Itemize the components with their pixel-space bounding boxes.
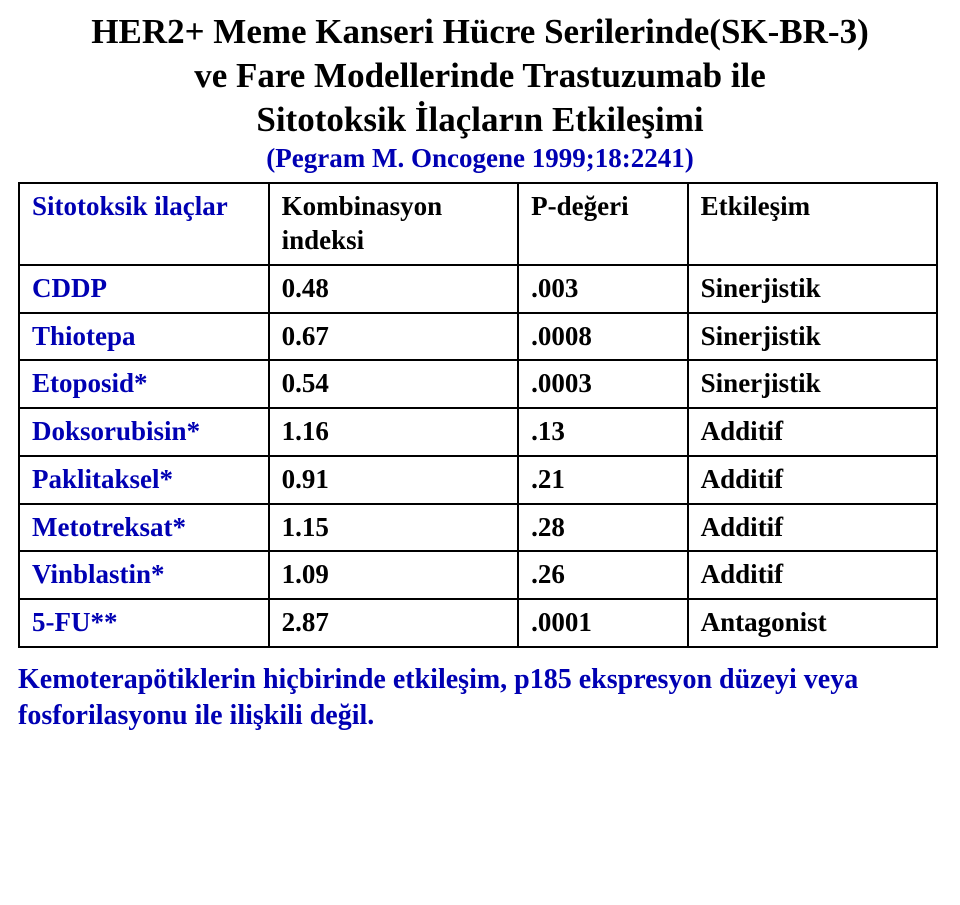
cell-pvalue: .0003 — [518, 360, 688, 408]
title-citation: (Pegram M. Oncogene 1999;18:2241) — [18, 141, 942, 176]
cell-effect: Additif — [688, 551, 937, 599]
cell-ci: 0.67 — [269, 313, 519, 361]
cell-drug: 5-FU** — [19, 599, 269, 647]
cell-ci: 1.15 — [269, 504, 519, 552]
cell-drug: Paklitaksel* — [19, 456, 269, 504]
cell-drug: Doksorubisin* — [19, 408, 269, 456]
cell-pvalue: .28 — [518, 504, 688, 552]
cell-drug: CDDP — [19, 265, 269, 313]
cell-ci: 0.54 — [269, 360, 519, 408]
cell-effect: Additif — [688, 456, 937, 504]
footer-note: Kemoterapötiklerin hiçbirinde etkileşim,… — [18, 662, 942, 735]
table-row: Doksorubisin* 1.16 .13 Additif — [19, 408, 937, 456]
title-line-1: HER2+ Meme Kanseri Hücre Serilerinde(SK-… — [18, 10, 942, 54]
table-row: Metotreksat* 1.15 .28 Additif — [19, 504, 937, 552]
cell-ci: 0.91 — [269, 456, 519, 504]
cell-effect: Sinerjistik — [688, 265, 937, 313]
cell-pvalue: .21 — [518, 456, 688, 504]
cell-effect: Additif — [688, 408, 937, 456]
cell-drug: Thiotepa — [19, 313, 269, 361]
header-pvalue: P-değeri — [518, 183, 688, 265]
cell-effect: Sinerjistik — [688, 313, 937, 361]
cell-pvalue: .26 — [518, 551, 688, 599]
table-row: CDDP 0.48 .003 Sinerjistik — [19, 265, 937, 313]
cell-ci: 0.48 — [269, 265, 519, 313]
cell-pvalue: .003 — [518, 265, 688, 313]
table-row: Etoposid* 0.54 .0003 Sinerjistik — [19, 360, 937, 408]
cell-effect: Sinerjistik — [688, 360, 937, 408]
table-row: Vinblastin* 1.09 .26 Additif — [19, 551, 937, 599]
cell-ci: 1.16 — [269, 408, 519, 456]
title-block: HER2+ Meme Kanseri Hücre Serilerinde(SK-… — [18, 10, 942, 176]
header-effect: Etkileşim — [688, 183, 937, 265]
cell-drug: Etoposid* — [19, 360, 269, 408]
header-drug: Sitotoksik ilaçlar — [19, 183, 269, 265]
cell-effect: Antagonist — [688, 599, 937, 647]
table-row: 5-FU** 2.87 .0001 Antagonist — [19, 599, 937, 647]
header-ci: Kombinasyon indeksi — [269, 183, 519, 265]
table-row: Thiotepa 0.67 .0008 Sinerjistik — [19, 313, 937, 361]
cell-ci: 2.87 — [269, 599, 519, 647]
cell-drug: Vinblastin* — [19, 551, 269, 599]
cell-drug: Metotreksat* — [19, 504, 269, 552]
cell-effect: Additif — [688, 504, 937, 552]
cell-pvalue: .13 — [518, 408, 688, 456]
cell-pvalue: .0001 — [518, 599, 688, 647]
table-header-row: Sitotoksik ilaçlar Kombinasyon indeksi P… — [19, 183, 937, 265]
cell-ci: 1.09 — [269, 551, 519, 599]
title-line-2: ve Fare Modellerinde Trastuzumab ile — [18, 54, 942, 98]
cell-pvalue: .0008 — [518, 313, 688, 361]
table-row: Paklitaksel* 0.91 .21 Additif — [19, 456, 937, 504]
title-line-3: Sitotoksik İlaçların Etkileşimi — [18, 98, 942, 142]
interaction-table: Sitotoksik ilaçlar Kombinasyon indeksi P… — [18, 182, 938, 648]
